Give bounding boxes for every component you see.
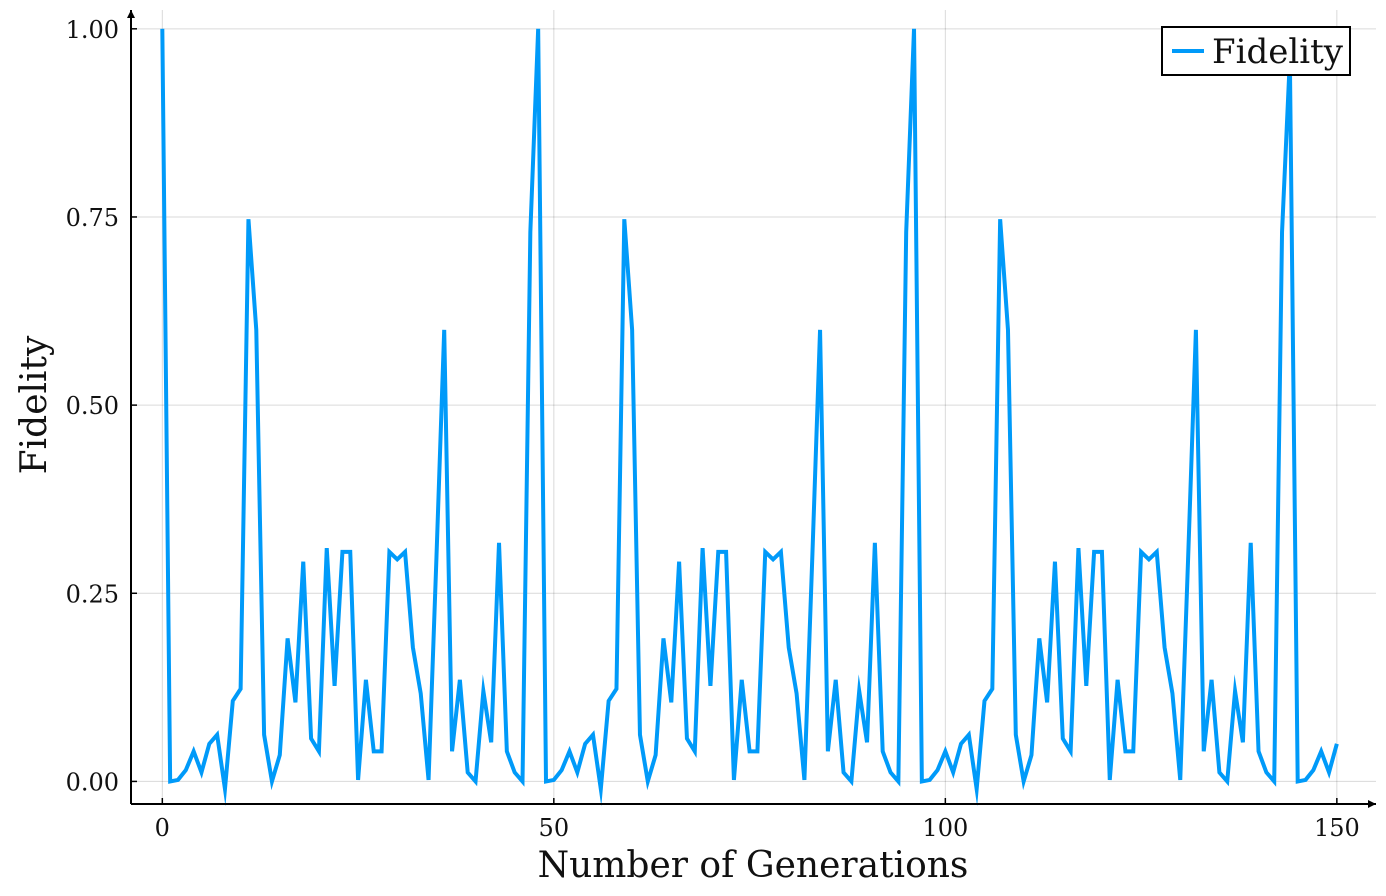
legend: Fidelity xyxy=(1161,26,1351,76)
y-tick-label: 0.50 xyxy=(66,392,119,420)
x-tick-label: 50 xyxy=(539,814,570,842)
x-axis-title: Number of Generations xyxy=(538,845,969,886)
y-tick-label: 1.00 xyxy=(66,16,119,44)
x-tick-label: 0 xyxy=(155,814,170,842)
y-tick-label: 0.00 xyxy=(66,768,119,796)
axes xyxy=(127,10,1376,808)
y-axis-title: Fidelity xyxy=(14,335,55,474)
grid-lines xyxy=(131,10,1376,804)
y-tick-label: 0.75 xyxy=(66,204,119,232)
series-line-fidelity xyxy=(160,28,1339,807)
x-axis-arrow xyxy=(1368,800,1376,808)
legend-label: Fidelity xyxy=(1212,32,1344,72)
x-tick-label: 150 xyxy=(1314,814,1360,842)
y-axis-arrow xyxy=(127,10,135,18)
series-layer xyxy=(160,28,1339,807)
tick-labels: 0 50 100 150 0.00 0.25 0.50 0.75 1.00 xyxy=(66,16,1360,842)
x-tick-label: 100 xyxy=(922,814,968,842)
y-tick-label: 0.25 xyxy=(66,580,119,608)
